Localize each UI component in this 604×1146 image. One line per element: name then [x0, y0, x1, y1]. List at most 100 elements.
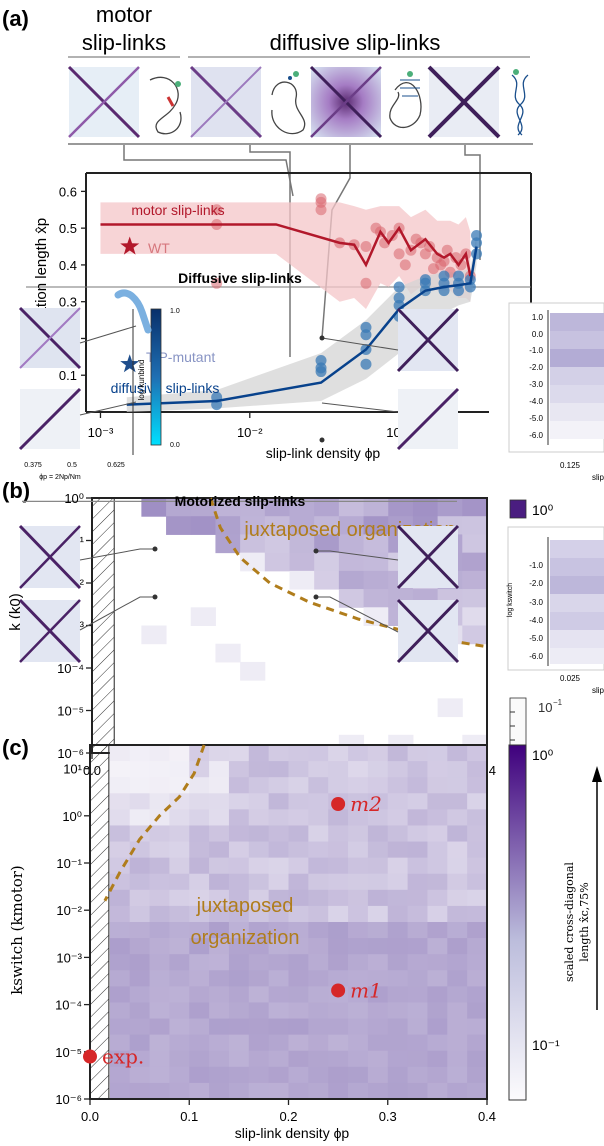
heatmap-c-cell [189, 1082, 210, 1100]
right-a-xtick: 0.125 [560, 461, 581, 470]
heatmap-b-cell [363, 589, 389, 608]
heatmap-c-cell [129, 1018, 151, 1036]
panel-a-ytick-label: 0.5 [59, 221, 77, 236]
heatmap-c-cell [467, 761, 488, 778]
heatmap-c-cell [367, 1050, 389, 1068]
heatmap-c-cell [447, 1066, 468, 1084]
panel-c-xtick-label: 0.2 [279, 1109, 297, 1124]
heatmap-c-cell [348, 809, 369, 826]
panel-c-xtick-label: 0.0 [81, 1109, 99, 1124]
heatmap-c-cell [209, 1082, 230, 1100]
heatmap-c-cell [427, 986, 448, 1003]
phase-boundary-c [103, 744, 206, 902]
snapshot-point-b-3 [313, 548, 319, 554]
hic-snapshot-b-right-2 [396, 598, 460, 664]
right-heatmap-a: 1.0 0.0 -1.0 -2.0 -3.0 -4.0 -5.0 -6.0 0.… [508, 302, 604, 482]
heatmap-c-cell [129, 922, 151, 939]
heatmap-c-cell [348, 825, 369, 843]
heatmap-c-cell [149, 841, 170, 859]
data-point-diffusive [438, 270, 450, 282]
heatmap-c-cell [328, 905, 349, 923]
heatmap-b-cell [462, 534, 488, 554]
right-b-colorbar-tick: 10 [538, 700, 552, 715]
right-a-tick-6: -4.0 [529, 397, 543, 406]
heatmap-c-cell [129, 873, 151, 891]
heatmap-c-cell [129, 1034, 151, 1052]
heatmap-c-cell [427, 970, 448, 987]
heatmap-c-cell [209, 857, 230, 875]
heatmap-c-cell [288, 1002, 309, 1020]
right-b-tick-1: -1.0 [529, 561, 543, 570]
panel-b-ytick-label: 10⁰ [64, 491, 84, 506]
heatmap-c-cell [467, 873, 488, 891]
heatmap-c-cell [467, 1018, 488, 1036]
heatmap-c-cell [367, 841, 389, 859]
panel-c-xtick-label: 0.4 [478, 1109, 496, 1124]
heatmap-c-cell [387, 825, 409, 843]
heatmap-c-cell [109, 1002, 131, 1020]
heatmap-c-cell [129, 825, 151, 843]
data-point-diffusive [453, 270, 465, 282]
heatmap-c-cell [407, 1050, 428, 1068]
heatmap-c-cell [129, 777, 151, 794]
panel-c-label: (c) [2, 735, 29, 760]
heatmap-c-cell [209, 1034, 230, 1052]
heatmap-b-cell [363, 552, 389, 572]
heatmap-c-cell [189, 954, 210, 971]
panel-a-ytick-label: 0.3 [59, 295, 77, 310]
heatmap-b-cell [141, 625, 167, 645]
heatmap-c-cell [407, 873, 428, 891]
heatmap-c-cell [209, 761, 230, 778]
legend-mutant-label: TIP-mutant [146, 349, 215, 365]
heatmap-c-cell [228, 889, 250, 907]
heatmap-c-cell [288, 938, 309, 955]
heatmap-b-cell [338, 534, 365, 554]
panel-c-ytick-label: 10¹ [63, 762, 82, 777]
snapshot-point-a-1 [319, 335, 325, 341]
heatmap-c-cell [248, 1066, 270, 1084]
heatmap-c-cell [328, 954, 349, 971]
heatmap-c-cell [129, 745, 151, 762]
heatmap-c-cell [248, 1018, 270, 1036]
heatmap-c-cell [248, 777, 270, 794]
hic-thumbnails [67, 65, 529, 139]
heatmap-c-cell [407, 938, 428, 955]
heatmap-b-cell [264, 552, 290, 572]
right-a-xlabel: slip [592, 473, 604, 482]
heatmap-c-cell [387, 1082, 409, 1100]
heatmap-b-cell [462, 570, 488, 590]
heatmap-b-cell [240, 534, 266, 554]
heatmap-c-cell [387, 938, 409, 955]
heatmap-b-cell [141, 498, 167, 517]
right-b-tick-4: -4.0 [529, 616, 543, 625]
heatmap-c-cell [189, 905, 210, 923]
heatmap-c-cell [467, 1050, 488, 1068]
heatmap-c-cell [149, 761, 170, 778]
heatmap-c-cell [209, 1050, 230, 1068]
heatmap-c-cell [129, 761, 151, 778]
heatmap-c-cell [367, 1034, 389, 1052]
heatmap-c-cell [109, 922, 131, 939]
heatmap-c-cell [348, 857, 369, 875]
heatmap-c-cell [467, 857, 488, 875]
heatmap-c-cell [109, 841, 131, 859]
heatmap-c-cell [348, 905, 369, 923]
data-point-motor [315, 204, 327, 216]
heatmap-c-cell [447, 777, 468, 794]
heatmap-c-cell [427, 905, 448, 923]
heatmap-c-cell [228, 825, 250, 843]
heatmap-b-cell [338, 589, 365, 608]
panel-a-label: (a) [2, 6, 29, 31]
data-point-motor [393, 248, 405, 260]
heatmap-c-cell [169, 922, 190, 939]
heatmap-c-cell [348, 761, 369, 778]
heatmap-c-cell [288, 745, 309, 762]
heatmap-c-cell [447, 889, 468, 907]
heatmap-c-cell [248, 1034, 270, 1052]
heatmap-c-cell [348, 777, 369, 794]
heatmap-c-cell [407, 986, 428, 1003]
heatmap-c-cell [308, 825, 329, 843]
heatmap-c-cell [288, 1066, 309, 1084]
heatmap-c-cell [228, 841, 250, 859]
heatmap-c-cell [129, 1082, 151, 1100]
